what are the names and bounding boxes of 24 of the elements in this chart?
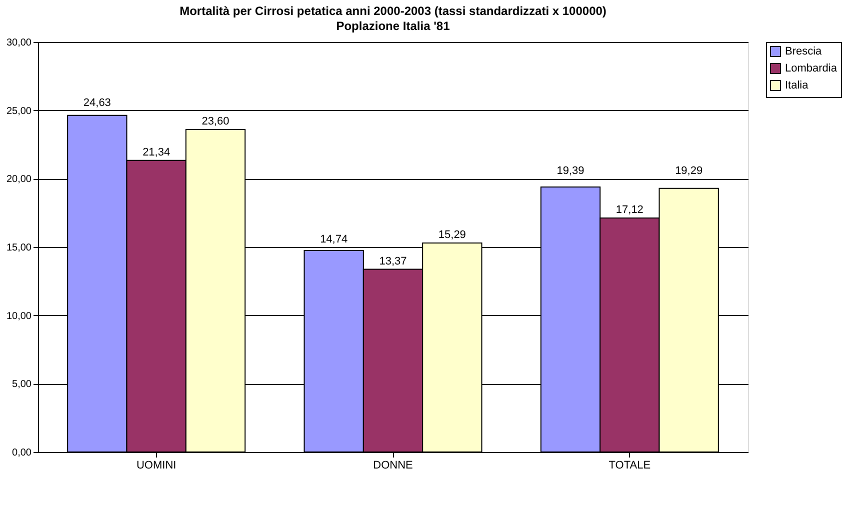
x-tick-label: DONNE: [373, 460, 413, 472]
data-label: 19,39: [556, 165, 584, 178]
data-label: 15,29: [438, 229, 466, 242]
y-tick-label: 25,00: [6, 106, 32, 117]
y-tick-label: 20,00: [6, 174, 32, 186]
legend-label: Italia: [785, 80, 810, 92]
data-label: 23,60: [202, 115, 230, 128]
y-tick-label: 0,00: [12, 448, 32, 458]
data-label: 24,63: [83, 96, 111, 109]
data-label: 21,34: [142, 146, 170, 158]
data-label: 13,37: [379, 255, 407, 268]
chart-subtitle: Poplazione Italia '81: [336, 19, 450, 33]
y-tick-label: 10,00: [6, 310, 32, 322]
y-tick-label: 30,00: [6, 38, 32, 48]
legend-label: Lombardia: [785, 62, 838, 74]
x-tick-label: UOMINI: [136, 460, 176, 472]
data-label: 19,29: [675, 165, 703, 178]
y-tick-label: 15,00: [6, 242, 32, 254]
data-label: 17,12: [616, 204, 644, 216]
legend-label: Brescia: [785, 46, 823, 58]
data-label: 14,74: [320, 234, 348, 246]
chart-title: Mortalità per Cirrosi petatica anni 2000-2003 (tassi standardizzati x 100000): [180, 4, 606, 18]
y-tick-label: 5,00: [12, 379, 32, 390]
x-tick-label: TOTALE: [608, 460, 651, 472]
